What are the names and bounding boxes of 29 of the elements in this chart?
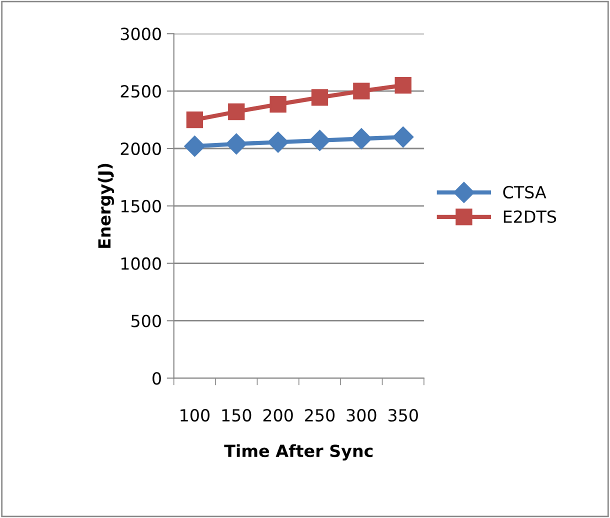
point bbox=[311, 89, 328, 106]
x-tick-label: 100 bbox=[180, 408, 210, 422]
y-tick-label: 2500 bbox=[120, 85, 161, 98]
point bbox=[228, 103, 245, 120]
x-axis-title: Time After Sync bbox=[224, 444, 373, 461]
x-tick-label: 200 bbox=[263, 408, 293, 422]
y-tick-label: 1500 bbox=[121, 200, 161, 212]
point bbox=[268, 132, 289, 153]
point bbox=[270, 96, 286, 113]
point bbox=[186, 111, 204, 128]
point bbox=[226, 133, 247, 154]
point bbox=[309, 130, 330, 151]
y-tick-label: 3000 bbox=[120, 28, 161, 40]
y-tick-label: 1000 bbox=[121, 257, 161, 270]
point bbox=[353, 82, 370, 100]
y-tick-label: 2000 bbox=[120, 142, 161, 156]
point bbox=[350, 128, 372, 150]
x-tick-label: 300 bbox=[346, 408, 376, 422]
point bbox=[394, 77, 412, 94]
point bbox=[392, 126, 414, 148]
x-tick-label: 250 bbox=[305, 408, 335, 422]
y-axis-title: Energy(J) bbox=[98, 164, 114, 248]
y-tick-label: 500 bbox=[132, 314, 161, 328]
legend-label: CTSA bbox=[503, 186, 546, 199]
legend-label: E2DTS bbox=[504, 210, 556, 223]
y-tick-label: 0 bbox=[152, 372, 161, 385]
point bbox=[184, 136, 206, 157]
x-tick-label: 350 bbox=[388, 408, 418, 422]
x-tick-label: 150 bbox=[222, 408, 252, 422]
